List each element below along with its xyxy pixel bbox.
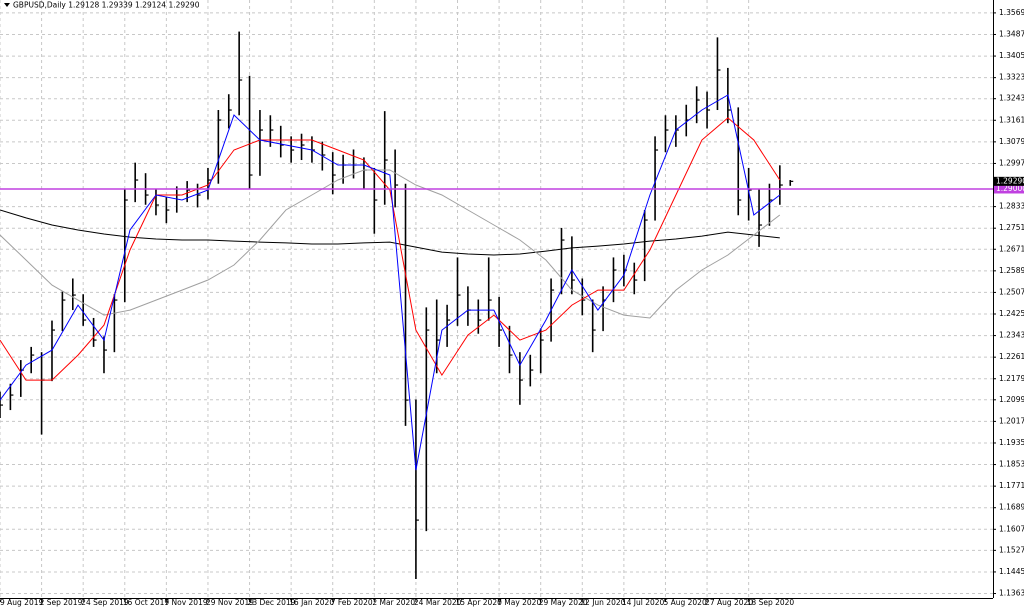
y-tick-label: 1.20170	[999, 416, 1024, 425]
y-tick-label: 1.30790	[999, 137, 1024, 146]
y-tick-label: 1.16070	[999, 524, 1024, 533]
y-tick-label: 1.34870	[999, 29, 1024, 38]
x-tick-label: 29 May 2020	[539, 598, 588, 607]
moving-average	[0, 94, 781, 471]
x-tick-label: 5 Aug 2020	[663, 598, 706, 607]
x-tick-label: 7 May 2020	[497, 598, 541, 607]
y-tick-label: 1.19350	[999, 438, 1024, 447]
x-tick-label: 7 Feb 2020	[331, 598, 373, 607]
y-tick-label: 1.24250	[999, 309, 1024, 318]
y-tick-label: 1.33230	[999, 73, 1024, 82]
x-tick-label: 15 Apr 2020	[456, 598, 503, 607]
x-tick-label: 27 Aug 2020	[705, 598, 753, 607]
x-tick-label: 14 Jul 2020	[622, 598, 665, 607]
moving-average	[0, 209, 780, 256]
x-tick-label: 22 Jun 2020	[580, 598, 625, 607]
x-tick-label: 24 Sep 2019	[81, 598, 129, 607]
y-tick-label: 1.25890	[999, 266, 1024, 275]
y-tick-label: 1.27510	[999, 223, 1024, 232]
moving-average	[0, 117, 781, 381]
x-tick-label: 18 Sep 2020	[747, 598, 795, 607]
level-label-box	[994, 184, 1024, 194]
y-tick-label: 1.35690	[999, 8, 1024, 17]
y-tick-label: 1.28330	[999, 202, 1024, 211]
x-tick-label: 16 Jan 2020	[289, 598, 334, 607]
y-tick-label: 1.22610	[999, 352, 1024, 361]
y-tick-label: 1.14450	[999, 567, 1024, 576]
y-tick-label: 1.31610	[999, 115, 1024, 124]
y-tick-label: 1.32430	[999, 94, 1024, 103]
x-tick-label: 9 Aug 2019	[0, 598, 43, 607]
price-label-box	[994, 176, 1024, 186]
y-tick-label: 1.17710	[999, 481, 1024, 490]
x-tick-label: 29 Nov 2019	[206, 598, 254, 607]
y-tick-label: 1.13630	[999, 589, 1024, 598]
y-tick-label: 1.29970	[999, 158, 1024, 167]
chart-title: GBPUSD,Daily 1.29128 1.29339 1.29124 1.2…	[13, 1, 200, 10]
moving-average	[0, 169, 781, 319]
x-tick-label: 7 Nov 2019	[164, 598, 207, 607]
x-tick-label: 23 Dec 2019	[248, 598, 296, 607]
x-tick-label: 2 Mar 2020	[372, 598, 415, 607]
y-tick-label: 1.25070	[999, 287, 1024, 296]
y-tick-label: 1.21790	[999, 374, 1024, 383]
plot	[0, 31, 993, 580]
y-tick-label: 1.34050	[999, 51, 1024, 60]
y-tick-label: 1.20990	[999, 395, 1024, 404]
y-tick-label: 1.26710	[999, 244, 1024, 253]
x-tick-label: 16 Oct 2019	[123, 598, 170, 607]
y-tick-label: 1.15270	[999, 545, 1024, 554]
level-label: 1.29000	[996, 184, 1024, 193]
axis-labels: 1.35690 1.34870 1.34050 1.33230 1.32430 1.316…	[0, 8, 1024, 607]
y-tick-label: 1.18530	[999, 460, 1024, 469]
price-label: 1.29290	[996, 176, 1024, 185]
y-tick-label: 1.23430	[999, 331, 1024, 340]
menu-arrow[interactable]	[4, 3, 10, 7]
x-tick-label: 24 Mar 2020	[414, 598, 462, 607]
y-tick-label: 1.16890	[999, 503, 1024, 512]
x-tick-label: 2 Sep 2019	[40, 598, 83, 607]
